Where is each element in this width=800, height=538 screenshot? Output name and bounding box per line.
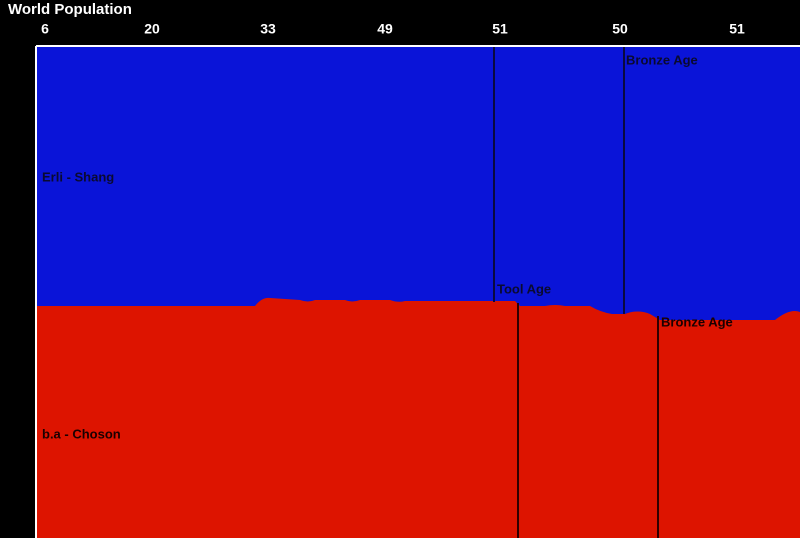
top-number: 50 — [612, 21, 628, 37]
event-label: Bronze Age — [661, 314, 733, 329]
event-label: Tool Age — [497, 281, 551, 296]
title: World Population — [8, 1, 132, 18]
red-region — [37, 297, 800, 538]
region-label: Erli - Shang — [42, 169, 114, 184]
top-number: 20 — [144, 21, 160, 37]
top-number: 6 — [41, 21, 49, 37]
top-number: 49 — [377, 21, 393, 37]
top-number: 51 — [492, 21, 508, 37]
region-label: b.a - Choson — [42, 426, 121, 441]
top-number: 33 — [260, 21, 276, 37]
top-number: 51 — [729, 21, 745, 37]
event-label: Bronze Age — [626, 52, 698, 67]
